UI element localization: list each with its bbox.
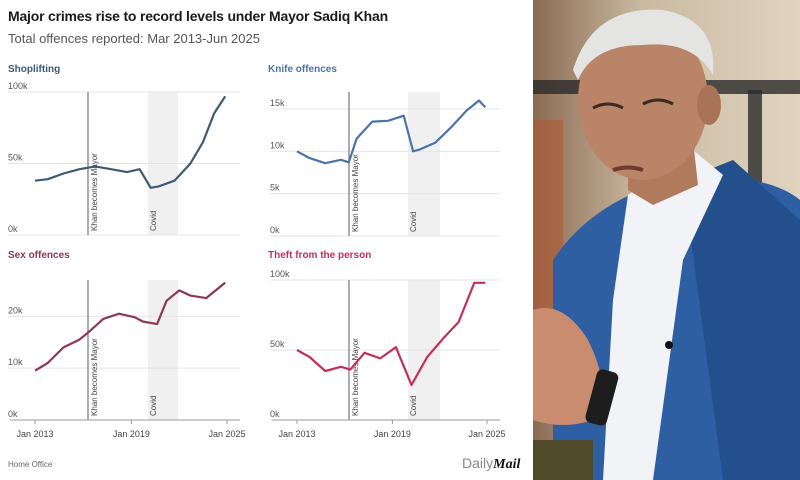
chart-knife-offences: Knife offences 0k 5k 10k 15k Khan becomes May… bbox=[268, 64, 500, 237]
y-tick-label: 0k bbox=[270, 225, 280, 235]
y-tick-label: 10k bbox=[270, 140, 285, 150]
x-tick-label: Jan 2025 bbox=[468, 429, 505, 439]
covid-label: Covid bbox=[149, 396, 158, 416]
x-tick-label: Jan 2019 bbox=[374, 429, 411, 439]
covid-shading bbox=[148, 280, 178, 420]
y-tick-label: 50k bbox=[270, 339, 285, 349]
portrait-illustration bbox=[533, 0, 800, 480]
covid-shading bbox=[408, 92, 440, 236]
chart-title: Major crimes rise to record levels under… bbox=[8, 8, 388, 24]
covid-label: Covid bbox=[409, 212, 418, 232]
covid-label: Covid bbox=[409, 396, 418, 416]
mayor-label: Khan becomes Mayor bbox=[351, 338, 360, 416]
data-line bbox=[296, 99, 487, 165]
mayor-label: Khan becomes Mayor bbox=[351, 154, 360, 232]
brand-prefix: Daily bbox=[462, 455, 494, 471]
small-multiples-charts: Shoplifting 0k 50k 100k Khan becomes Mayor Co… bbox=[8, 64, 506, 439]
y-tick-label: 100k bbox=[270, 269, 290, 279]
chart-sex-offences: Sex offences 0k 10k 20k Khan becomes Mayor Co… bbox=[8, 250, 246, 439]
chart-subtitle: Total offences reported: Mar 2013-Jun 20… bbox=[8, 31, 260, 46]
y-tick-label: 20k bbox=[8, 305, 23, 315]
x-tick-label: Jan 2019 bbox=[113, 429, 150, 439]
panel-title: Knife offences bbox=[268, 64, 337, 75]
chart-theft-from-the-person: Theft from the person 0k 50k 100k Khan becom… bbox=[268, 250, 506, 439]
chart-panel: Major crimes rise to record levels under… bbox=[8, 8, 521, 473]
mayor-label: Khan becomes Mayor bbox=[90, 153, 99, 231]
y-tick-label: 0k bbox=[270, 409, 280, 419]
mayor-label: Khan becomes Mayor bbox=[90, 338, 99, 416]
y-tick-label: 15k bbox=[270, 98, 285, 108]
data-line bbox=[34, 95, 227, 189]
panel-title: Sex offences bbox=[8, 250, 70, 261]
x-tick-label: Jan 2013 bbox=[278, 429, 315, 439]
y-tick-label: 50k bbox=[8, 153, 23, 163]
x-tick-label: Jan 2025 bbox=[208, 429, 245, 439]
panel-title: Theft from the person bbox=[268, 250, 371, 261]
x-tick-label: Jan 2013 bbox=[16, 429, 53, 439]
y-tick-label: 100k bbox=[8, 81, 28, 91]
daily-mail-logo: DailyMail bbox=[462, 455, 520, 473]
y-tick-label: 0k bbox=[8, 409, 18, 419]
data-line bbox=[34, 281, 226, 372]
chart-shoplifting: Shoplifting 0k 50k 100k Khan becomes Mayor Co… bbox=[8, 64, 240, 236]
brand-suffix: Mail bbox=[493, 457, 521, 472]
data-line bbox=[296, 281, 486, 387]
source-label: Home Office bbox=[8, 460, 53, 469]
panel-title: Shoplifting bbox=[8, 64, 60, 75]
y-tick-label: 0k bbox=[8, 224, 18, 234]
y-tick-label: 10k bbox=[8, 357, 23, 367]
photo-sadiq-khan bbox=[533, 0, 800, 480]
covid-label: Covid bbox=[149, 211, 158, 231]
y-tick-label: 5k bbox=[270, 183, 280, 193]
